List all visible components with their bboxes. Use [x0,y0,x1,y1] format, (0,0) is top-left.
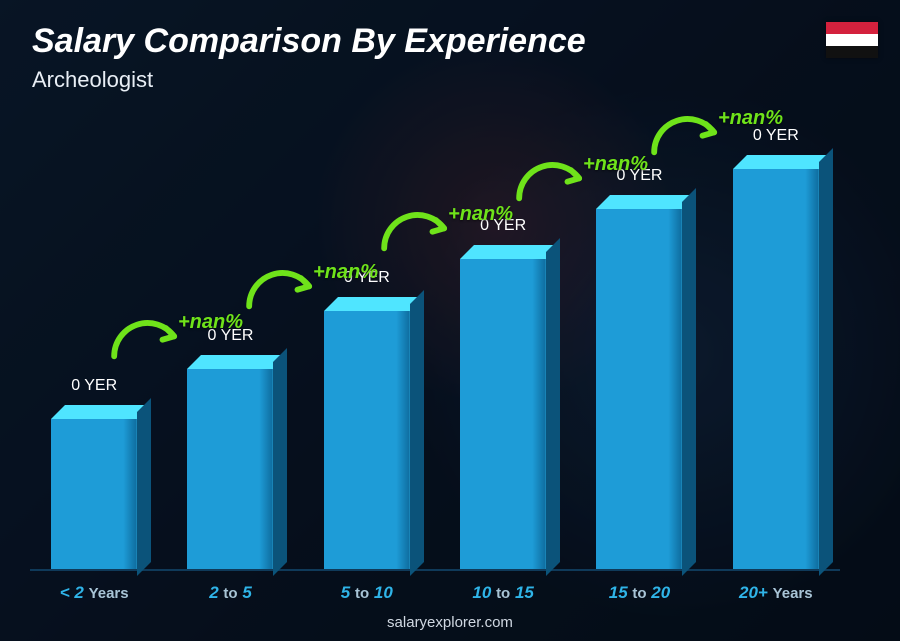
bar-side-face [546,238,560,576]
bar-value-label: 0 YER [71,377,117,395]
delta-annotation: +nan% [505,153,648,205]
bar-side-face [819,148,833,576]
bar-column: 0 YER [303,111,431,569]
delta-label: +nan% [178,311,243,334]
bar-front-face [324,311,410,569]
bar [596,195,682,569]
bar-column: 0 YER [712,111,840,569]
x-axis-label: 2 to 5 [166,583,294,603]
bar-side-face [410,290,424,576]
delta-arc-icon [640,109,730,159]
footer-credit: salaryexplorer.com [0,614,900,631]
bar [460,245,546,569]
x-axis-label: 15 to 20 [575,583,703,603]
delta-arc-icon [370,205,460,255]
bar-side-face [137,398,151,576]
x-axis-label: < 2 Years [30,583,158,603]
x-axis-label: 10 to 15 [439,583,567,603]
bar-chart: 0 YER0 YER0 YER0 YER0 YER0 YER+nan%+nan%… [30,111,840,571]
title-block: Salary Comparison By Experience Archeolo… [32,22,586,93]
delta-annotation: +nan% [370,203,513,255]
x-axis-label: 5 to 10 [303,583,431,603]
delta-annotation: +nan% [640,107,783,159]
page-title: Salary Comparison By Experience [32,22,586,61]
flag-stripe-2 [826,34,878,46]
delta-annotation: +nan% [235,261,378,313]
delta-label: +nan% [718,107,783,130]
bar [187,355,273,569]
delta-label: +nan% [313,261,378,284]
delta-label: +nan% [448,203,513,226]
bar-front-face [187,369,273,569]
x-axis-label: 20+ Years [712,583,840,603]
chart-canvas: Salary Comparison By Experience Archeolo… [0,0,900,641]
delta-arc-icon [100,313,190,363]
bar-front-face [596,209,682,569]
bar [324,297,410,569]
bar-side-face [273,348,287,576]
delta-arc-icon [505,155,595,205]
bar-front-face [733,169,819,569]
bar [51,405,137,569]
page-subtitle: Archeologist [32,67,586,93]
bar-front-face [51,419,137,569]
flag-stripe-1 [826,22,878,34]
delta-label: +nan% [583,153,648,176]
delta-annotation: +nan% [100,311,243,363]
x-axis: < 2 Years 2 to 5 5 to 10 10 to 15 15 to 20 20… [30,583,840,603]
bar-front-face [460,259,546,569]
flag-stripe-3 [826,46,878,58]
bar-side-face [682,188,696,576]
delta-arc-icon [235,263,325,313]
bar [733,155,819,569]
country-flag [826,22,878,58]
